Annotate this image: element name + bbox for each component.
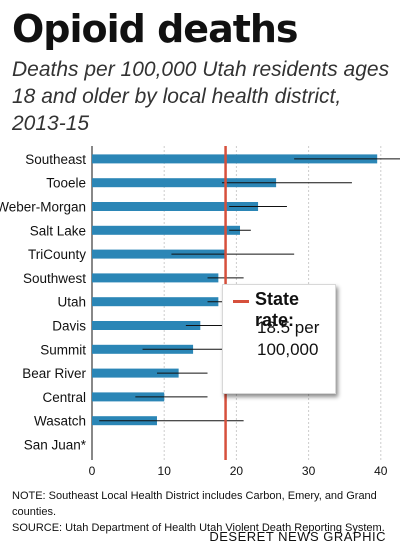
x-tick-label: 20 (230, 464, 244, 478)
category-label: Summit (40, 342, 86, 357)
state-rate-label: State rate: (255, 289, 300, 330)
bar (92, 178, 277, 188)
x-tick-label: 30 (302, 464, 316, 478)
chart-subtitle: Deaths per 100,000 Utah residents ages 1… (12, 58, 390, 135)
state-rate-value: 18.5 per 100,000 (257, 318, 320, 359)
x-tick-label: 10 (158, 464, 172, 478)
state-rate-swatch (233, 300, 249, 303)
bar (92, 297, 219, 307)
source-text: SOURCE: Utah Department of Health Utah V… (12, 522, 385, 534)
category-label: Southeast (25, 152, 86, 167)
category-label: Utah (57, 295, 86, 310)
bar (92, 249, 226, 259)
credit-line: DESERET NEWS GRAPHIC (209, 529, 386, 544)
state-rate-legend: State rate: 18.5 per 100,000 (222, 284, 336, 394)
category-label: San Juan* (24, 438, 87, 453)
x-tick-label: 40 (374, 464, 388, 478)
category-label: Tooele (46, 176, 86, 191)
note-text: NOTE: Southeast Local Health District in… (12, 490, 377, 518)
x-tick-label: 0 (89, 464, 96, 478)
bar (92, 202, 259, 211)
category-label: TriCounty (28, 247, 86, 262)
bar (92, 154, 378, 164)
footnotes: NOTE: Southeast Local Health District in… (12, 488, 396, 536)
category-label: Wasatch (34, 414, 86, 429)
category-label: Weber-Morgan (0, 200, 86, 215)
category-label: Davis (52, 319, 86, 334)
chart-title: Opioid deaths (12, 7, 299, 51)
category-label: Bear River (22, 366, 86, 381)
bar (92, 225, 241, 235)
bar (92, 392, 165, 402)
category-label: Southwest (23, 271, 86, 286)
bar (92, 273, 219, 283)
bar (92, 321, 201, 330)
category-label: Central (42, 390, 86, 405)
bar (92, 368, 179, 378)
category-label: Salt Lake (30, 223, 86, 238)
